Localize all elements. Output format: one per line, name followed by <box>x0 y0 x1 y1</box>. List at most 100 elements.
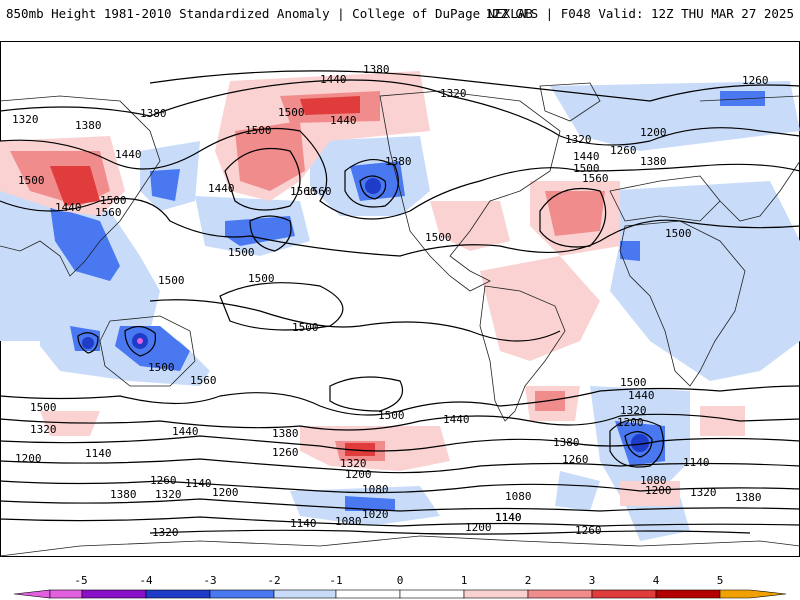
contour-1560-mid <box>0 197 800 257</box>
cb-bin-neg3 <box>145 589 211 599</box>
contour-1200-south <box>0 498 800 512</box>
cb-bin-pos3 <box>591 589 657 599</box>
contour-label: 1320 <box>565 133 592 146</box>
contour-1500-north <box>0 127 800 220</box>
contour-label: 1560 <box>305 185 332 198</box>
contour-label: 1560 <box>95 206 122 219</box>
colorbar: -5 -4 -3 -2 -1 0 1 2 3 4 5 <box>13 574 787 599</box>
contour-label: 1320 <box>155 488 182 501</box>
contour-label: 1500 <box>378 409 405 422</box>
contour-label: 1380 <box>140 107 167 120</box>
colorbar-bins <box>13 589 787 599</box>
contour-label: 1440 <box>443 413 470 426</box>
contour-label: 1500 <box>18 174 45 187</box>
neg2-europe <box>620 241 640 261</box>
pos-anomaly-ant <box>620 481 680 506</box>
colorbar-tick: 1 <box>461 574 468 587</box>
contour-low-aus <box>124 325 157 357</box>
contour-low-aus-w <box>77 332 99 354</box>
colorbar-tick: 3 <box>589 574 596 587</box>
pos2-siberia <box>235 121 305 191</box>
contour-label: 1140 <box>185 477 212 490</box>
coast-africa <box>619 220 746 387</box>
coast-greenland <box>539 82 601 122</box>
contour-label: 1200 <box>15 452 42 465</box>
contour-label: 1260 <box>610 144 637 157</box>
coast-south-america <box>479 285 566 422</box>
contour-label: 1320 <box>440 87 467 100</box>
contour-label: 1440 <box>330 114 357 127</box>
contour-label: 1140 <box>495 511 522 524</box>
contour-label: 1500 <box>573 162 600 175</box>
cb-bin-pos1 <box>463 589 529 599</box>
map-title: 850mb Height 1981-2010 Standardized Anom… <box>6 6 533 21</box>
contour-label: 1380 <box>110 488 137 501</box>
cb-bin-neg5-body <box>49 589 83 599</box>
colorbar-tick: -5 <box>74 574 87 587</box>
contour-label: 1200 <box>645 484 672 497</box>
contour-label: 1560 <box>190 374 217 387</box>
contour-label: 1500 <box>248 272 275 285</box>
contour-label: 1200 <box>212 486 239 499</box>
contour-label: 1080 <box>640 474 667 487</box>
contour-label: 1500 <box>100 194 127 207</box>
contour-label: 1200 <box>345 468 372 481</box>
contour-label: 1500 <box>665 227 692 240</box>
contour-label: 1200 <box>640 126 667 139</box>
contour-1440-south <box>0 413 800 431</box>
contour-label: 1500 <box>228 246 255 259</box>
contour-label: 1500 <box>278 106 305 119</box>
cb-bin-pos4 <box>655 589 721 599</box>
contour-1080-south <box>149 529 751 535</box>
contour-1260-south <box>0 480 800 494</box>
cb-bin-neg4 <box>81 589 147 599</box>
neg2-npac <box>225 216 295 246</box>
contour-label: 1140 <box>495 511 522 524</box>
cb-bin-neg2 <box>209 589 275 599</box>
contour-label: 1500 <box>425 231 452 244</box>
contour-label: 1320 <box>152 526 179 539</box>
contour-1440-north <box>0 79 800 146</box>
contour-low-alaska-inner <box>359 175 387 200</box>
contour-1380-south <box>0 435 800 452</box>
cb-bin-pos5 <box>719 589 787 599</box>
contour-label: 1260 <box>742 74 769 87</box>
colorbar-tick: -2 <box>267 574 280 587</box>
height-contours <box>0 70 800 535</box>
pos3-china <box>50 166 100 206</box>
pos-anomaly-nam <box>430 201 510 251</box>
contour-label: 1140 <box>683 456 710 469</box>
contour-label: 1500 <box>620 376 647 389</box>
contour-label: 1440 <box>573 150 600 163</box>
contour-label: 1080 <box>335 515 362 528</box>
contour-low-alaska <box>344 159 399 208</box>
header: 850mb Height 1981-2010 Standardized Anom… <box>0 0 800 26</box>
pos-anomaly-sio-w <box>40 411 100 436</box>
contour-1380-north <box>149 70 800 102</box>
neg-anomaly-far-s <box>555 471 600 511</box>
contour-label: 1380 <box>272 427 299 440</box>
contour-label: 1020 <box>362 508 389 521</box>
neg2-wpac <box>150 169 180 201</box>
colorbar-tick: 2 <box>525 574 532 587</box>
map-panel: 1380 1440 1260 1320 1380 1380 1320 1500 … <box>0 41 800 557</box>
contour-1500-south <box>0 385 800 416</box>
contour-label: 1440 <box>55 201 82 214</box>
cb-bin-zero-neg <box>335 589 401 599</box>
cb-bin-pos2 <box>527 589 593 599</box>
contour-high-spac <box>329 376 404 412</box>
contour-label: 1260 <box>562 453 589 466</box>
contour-label: 1380 <box>385 155 412 168</box>
contour-low-satl-inner <box>624 431 653 458</box>
contour-ring-npac <box>249 215 292 252</box>
contour-labels: 1380 1440 1260 1320 1380 1380 1320 1500 … <box>12 63 769 539</box>
neg2-asia <box>50 206 120 281</box>
contour-label: 1500 <box>148 361 175 374</box>
pos2-natl <box>545 191 605 236</box>
neg2-sio <box>345 496 395 511</box>
coast-australia <box>99 315 196 387</box>
contour-label: 1260 <box>575 524 602 537</box>
contour-label: 1380 <box>75 119 102 132</box>
contour-label: 1080 <box>362 483 389 496</box>
coast-north-america <box>379 90 561 292</box>
